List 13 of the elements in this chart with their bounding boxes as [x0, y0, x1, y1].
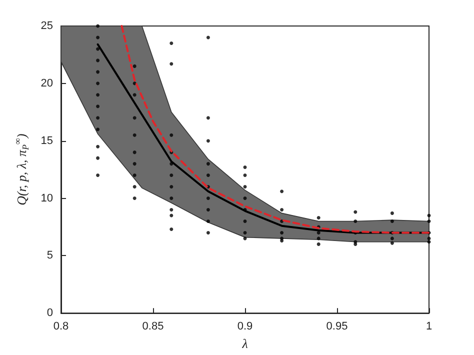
x-tick-label: 0.9 [237, 320, 253, 333]
y-tick-label: 10 [40, 192, 53, 204]
x-tick-label: 0.95 [326, 320, 348, 333]
y-tick-label: 15 [40, 134, 53, 147]
x-tick-label: 0.8 [53, 320, 69, 333]
y-tick-label: 0 [46, 307, 53, 320]
y-axis-title: Q(r, p, λ, πP∞) [12, 134, 30, 206]
x-axis-title: λ [241, 336, 248, 351]
y-tick-label: 25 [40, 20, 53, 32]
y-tick-label: 5 [46, 250, 53, 262]
y-tick-label: 20 [40, 77, 53, 90]
x-tick-label: 1 [426, 320, 432, 333]
x-tick-label: 0.85 [142, 320, 164, 333]
